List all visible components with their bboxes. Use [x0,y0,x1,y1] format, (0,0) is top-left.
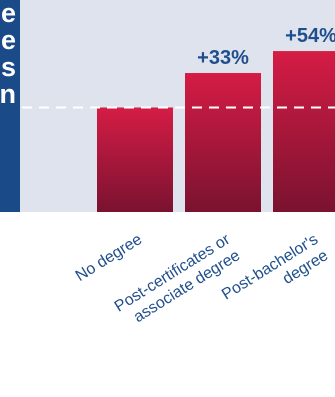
bar-1 [97,107,173,212]
data-label-2: +33% [197,47,249,69]
category-label-1: No degree [73,231,145,285]
side-panel: e e s n [0,0,20,212]
bar-2 [185,73,261,212]
category-label-line: No degree [73,231,145,285]
side-panel-line: e [0,0,16,28]
side-panel-line: e [0,25,16,55]
data-label-3: +54% [285,25,335,47]
bar-3 [273,51,335,212]
side-panel-line: s [0,52,16,82]
side-panel-line: n [0,79,16,109]
